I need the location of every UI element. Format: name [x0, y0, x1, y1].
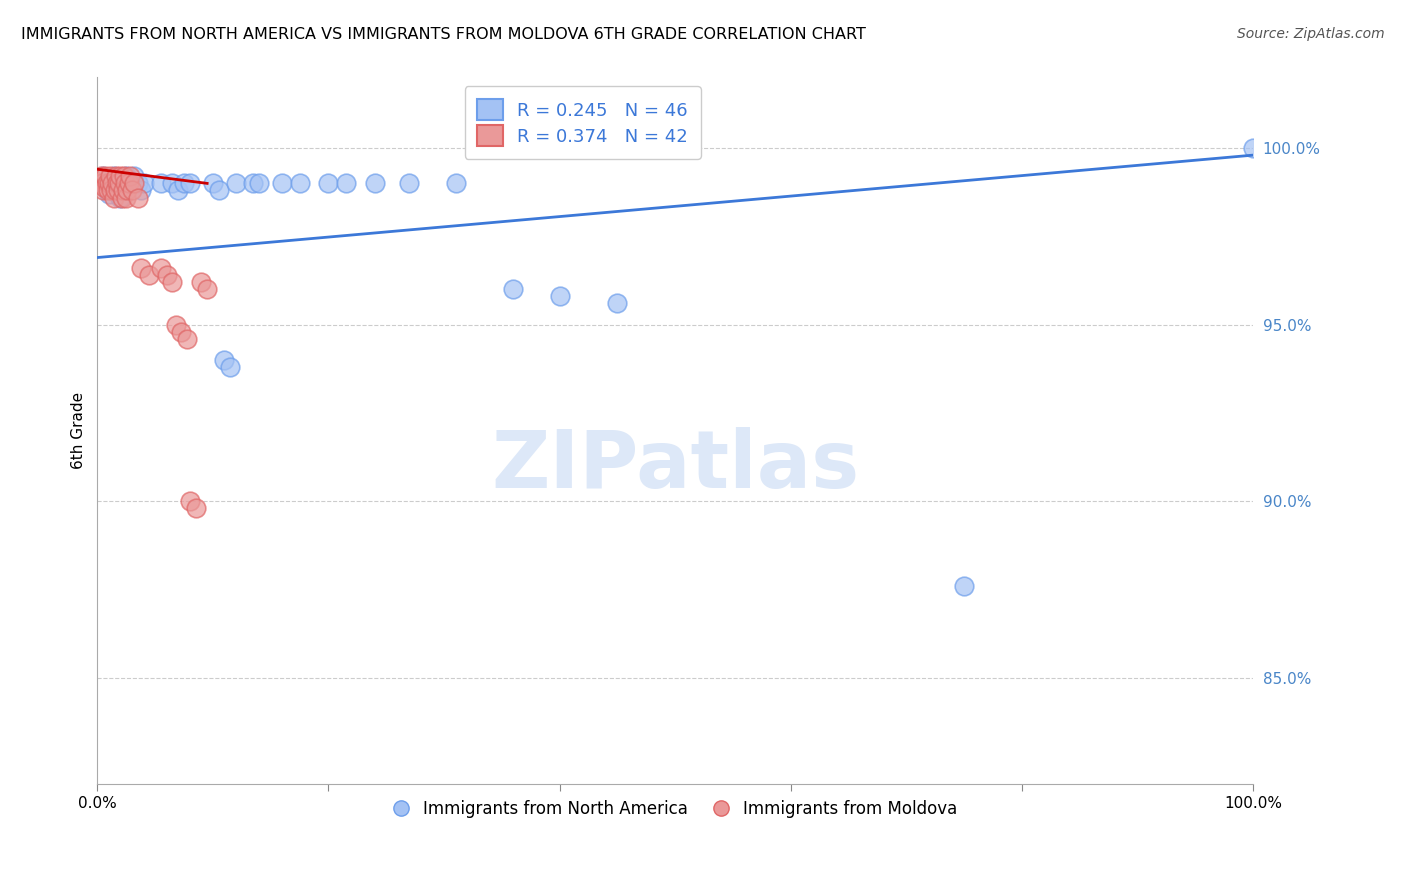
Point — [111, 190, 134, 204]
Point — [117, 184, 139, 198]
Point — [176, 332, 198, 346]
Legend: Immigrants from North America, Immigrants from Moldova: Immigrants from North America, Immigrant… — [387, 794, 965, 825]
Text: IMMIGRANTS FROM NORTH AMERICA VS IMMIGRANTS FROM MOLDOVA 6TH GRADE CORRELATION C: IMMIGRANTS FROM NORTH AMERICA VS IMMIGRA… — [21, 27, 866, 42]
Point — [98, 169, 121, 184]
Point — [115, 169, 138, 184]
Point — [111, 184, 134, 198]
Point — [190, 275, 212, 289]
Point — [101, 177, 124, 191]
Point — [195, 282, 218, 296]
Text: Source: ZipAtlas.com: Source: ZipAtlas.com — [1237, 27, 1385, 41]
Point — [97, 186, 120, 201]
Point — [201, 177, 224, 191]
Point — [208, 184, 231, 198]
Point — [179, 177, 201, 191]
Point — [398, 177, 420, 191]
Point — [444, 177, 467, 191]
Point — [118, 177, 141, 191]
Point — [107, 184, 129, 198]
Point — [114, 177, 136, 191]
Point — [100, 180, 122, 194]
Point — [247, 177, 270, 191]
Point — [100, 184, 122, 198]
Point — [606, 296, 628, 310]
Point — [91, 184, 114, 198]
Point — [127, 177, 149, 191]
Point — [502, 282, 524, 296]
Point — [103, 169, 125, 184]
Point — [91, 177, 114, 191]
Point — [138, 268, 160, 283]
Point — [94, 169, 117, 184]
Point — [225, 177, 247, 191]
Point — [112, 169, 135, 184]
Point — [953, 579, 976, 593]
Point — [105, 177, 128, 191]
Point — [103, 190, 125, 204]
Point — [97, 180, 120, 194]
Point — [91, 169, 114, 184]
Point — [118, 169, 141, 184]
Point — [115, 190, 138, 204]
Point — [149, 261, 172, 276]
Text: ZIPatlas: ZIPatlas — [491, 427, 859, 505]
Point — [104, 184, 127, 198]
Point — [110, 169, 132, 184]
Point — [108, 177, 131, 191]
Point — [288, 177, 311, 191]
Point — [173, 177, 195, 191]
Point — [129, 261, 152, 276]
Point — [179, 494, 201, 508]
Point — [219, 359, 242, 374]
Point — [121, 177, 143, 191]
Point — [129, 184, 152, 198]
Point — [96, 177, 118, 191]
Point — [162, 177, 184, 191]
Point — [132, 177, 155, 191]
Point — [548, 289, 571, 303]
Point — [97, 177, 120, 191]
Point — [242, 177, 264, 191]
Point — [104, 177, 127, 191]
Point — [104, 169, 127, 184]
Point — [94, 177, 117, 191]
Point — [104, 184, 127, 198]
Point — [169, 325, 191, 339]
Point — [184, 501, 207, 516]
Point — [117, 177, 139, 191]
Point — [156, 268, 179, 283]
Point — [93, 180, 115, 194]
Point — [364, 177, 387, 191]
Point — [98, 177, 121, 191]
Point — [90, 169, 112, 184]
Point — [165, 318, 187, 332]
Point — [335, 177, 357, 191]
Point — [96, 184, 118, 198]
Point — [110, 190, 132, 204]
Point — [162, 275, 184, 289]
Point — [124, 177, 146, 191]
Point — [114, 177, 136, 191]
Point — [121, 184, 143, 198]
Point — [318, 177, 340, 191]
Y-axis label: 6th Grade: 6th Grade — [72, 392, 86, 469]
Point — [111, 184, 134, 198]
Point — [124, 169, 146, 184]
Point — [149, 177, 172, 191]
Point — [167, 184, 190, 198]
Point — [271, 177, 294, 191]
Point — [90, 177, 112, 191]
Point — [89, 177, 111, 191]
Point — [97, 184, 120, 198]
Point — [1241, 141, 1264, 155]
Point — [127, 190, 149, 204]
Point — [107, 177, 129, 191]
Point — [214, 353, 236, 368]
